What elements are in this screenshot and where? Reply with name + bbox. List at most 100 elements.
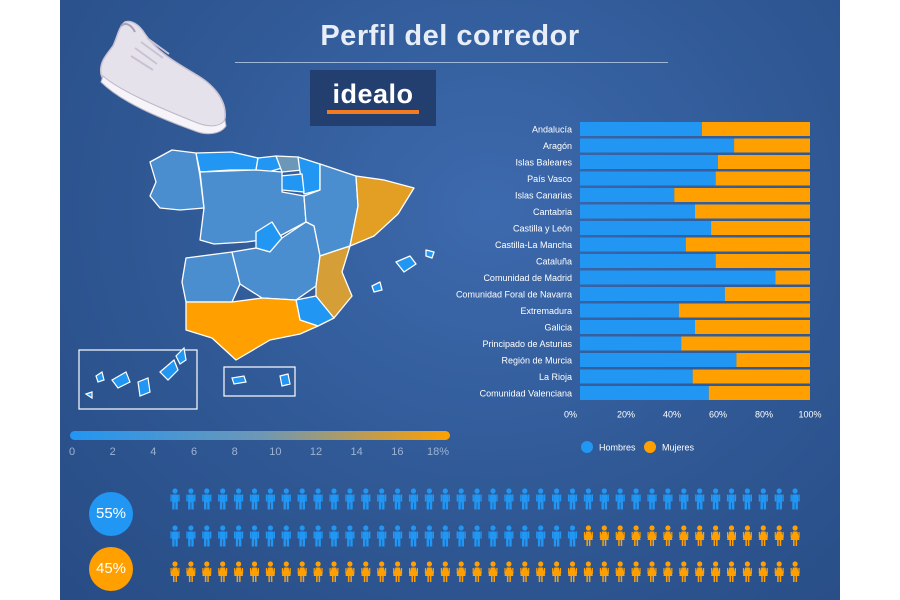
category-label: Andalucía bbox=[532, 125, 572, 135]
woman-icon bbox=[774, 525, 784, 546]
woman-icon bbox=[234, 561, 244, 582]
scale-tick-label: 12 bbox=[310, 446, 322, 458]
woman-icon bbox=[663, 561, 673, 582]
bar-hombres bbox=[580, 138, 735, 153]
region-castilla-la-mancha bbox=[231, 221, 321, 301]
category-label: Cantabria bbox=[533, 207, 572, 217]
man-icon bbox=[408, 525, 419, 547]
hombres-percent-badge: 55% bbox=[89, 492, 133, 536]
man-icon bbox=[504, 488, 514, 510]
bar-hombres bbox=[580, 270, 776, 285]
category-label: Castilla-La Mancha bbox=[495, 240, 572, 250]
woman-icon bbox=[202, 561, 212, 582]
bar-hombres bbox=[580, 171, 716, 186]
region-galicia bbox=[149, 149, 205, 211]
bar-hombres bbox=[580, 155, 718, 169]
man-icon bbox=[313, 525, 323, 547]
man-icon bbox=[361, 525, 371, 547]
woman-icon bbox=[631, 561, 641, 582]
man-icon bbox=[552, 525, 562, 547]
woman-icon bbox=[663, 525, 673, 546]
man-icon bbox=[345, 525, 355, 547]
man-icon bbox=[440, 525, 450, 547]
bar-mujeres bbox=[678, 303, 810, 318]
man-icon bbox=[281, 488, 291, 510]
canarias-inset bbox=[78, 346, 198, 410]
woman-icon bbox=[615, 525, 625, 546]
bar-mujeres bbox=[708, 386, 810, 400]
man-icon bbox=[663, 488, 673, 510]
bar-hombres bbox=[580, 122, 702, 136]
man-icon bbox=[711, 488, 721, 510]
man-icon bbox=[456, 488, 466, 510]
x-tick-label: 100% bbox=[798, 410, 821, 420]
woman-icon bbox=[695, 525, 705, 546]
category-label: Islas Baleares bbox=[515, 158, 572, 168]
page-title: Perfil del corredor bbox=[320, 20, 580, 52]
man-icon bbox=[313, 488, 323, 510]
man-icon bbox=[631, 488, 641, 510]
bar-hombres bbox=[580, 369, 693, 384]
woman-icon bbox=[440, 561, 450, 582]
man-icon bbox=[742, 488, 752, 510]
man-icon bbox=[345, 488, 355, 510]
man-icon bbox=[520, 488, 530, 510]
man-icon bbox=[377, 488, 387, 510]
x-tick-label: 0% bbox=[564, 410, 577, 420]
category-label: Principado de Asturias bbox=[482, 339, 572, 349]
category-label: Castilla y León bbox=[513, 224, 572, 234]
bar-mujeres bbox=[692, 369, 810, 384]
woman-icon bbox=[679, 561, 689, 582]
legend-label-hombres: Hombres bbox=[599, 443, 636, 453]
man-icon bbox=[599, 488, 609, 510]
scale-tick-label: 16 bbox=[391, 446, 403, 458]
woman-icon bbox=[711, 525, 721, 546]
region-andalucia bbox=[185, 297, 319, 361]
man-icon bbox=[170, 488, 180, 510]
woman-icon bbox=[695, 561, 705, 582]
x-tick-label: 60% bbox=[709, 410, 727, 420]
bar-mujeres bbox=[724, 287, 810, 301]
category-label: País Vasco bbox=[527, 174, 572, 184]
man-icon bbox=[265, 488, 275, 510]
man-icon bbox=[774, 488, 784, 510]
man-icon bbox=[679, 488, 689, 510]
man-icon bbox=[234, 488, 244, 510]
legend-swatch-mujeres bbox=[644, 441, 656, 453]
scale-tick-label: 14 bbox=[351, 446, 363, 458]
sneaker-icon bbox=[99, 20, 227, 135]
man-icon bbox=[615, 488, 625, 510]
woman-icon bbox=[647, 525, 657, 546]
woman-icon bbox=[536, 561, 546, 582]
man-icon bbox=[567, 525, 578, 547]
man-icon bbox=[726, 488, 737, 510]
woman-icon bbox=[758, 525, 768, 546]
man-icon bbox=[695, 488, 705, 510]
man-icon bbox=[249, 525, 260, 547]
woman-icon bbox=[488, 561, 498, 582]
man-icon bbox=[393, 488, 403, 510]
man-icon bbox=[472, 525, 482, 547]
man-icon bbox=[234, 525, 244, 547]
bar-hombres bbox=[580, 204, 695, 219]
bar-hombres bbox=[580, 303, 679, 318]
woman-icon bbox=[281, 561, 291, 582]
bar-hombres bbox=[580, 353, 737, 367]
legend-label-mujeres: Mujeres bbox=[662, 443, 695, 453]
man-icon bbox=[520, 525, 530, 547]
woman-icon bbox=[615, 561, 625, 582]
man-icon bbox=[218, 488, 228, 510]
man-icon bbox=[456, 525, 466, 547]
woman-icon bbox=[297, 561, 307, 582]
bar-mujeres bbox=[715, 171, 810, 186]
bar-hombres bbox=[580, 237, 686, 252]
x-tick-label: 40% bbox=[663, 410, 681, 420]
bar-mujeres bbox=[701, 122, 810, 136]
category-label: Comunidad de Madrid bbox=[483, 273, 572, 283]
scale-tick-label: 6 bbox=[191, 446, 197, 458]
man-icon bbox=[552, 488, 562, 510]
bar-mujeres bbox=[695, 320, 810, 334]
bar-hombres bbox=[580, 254, 716, 268]
category-label: Aragón bbox=[543, 141, 572, 151]
